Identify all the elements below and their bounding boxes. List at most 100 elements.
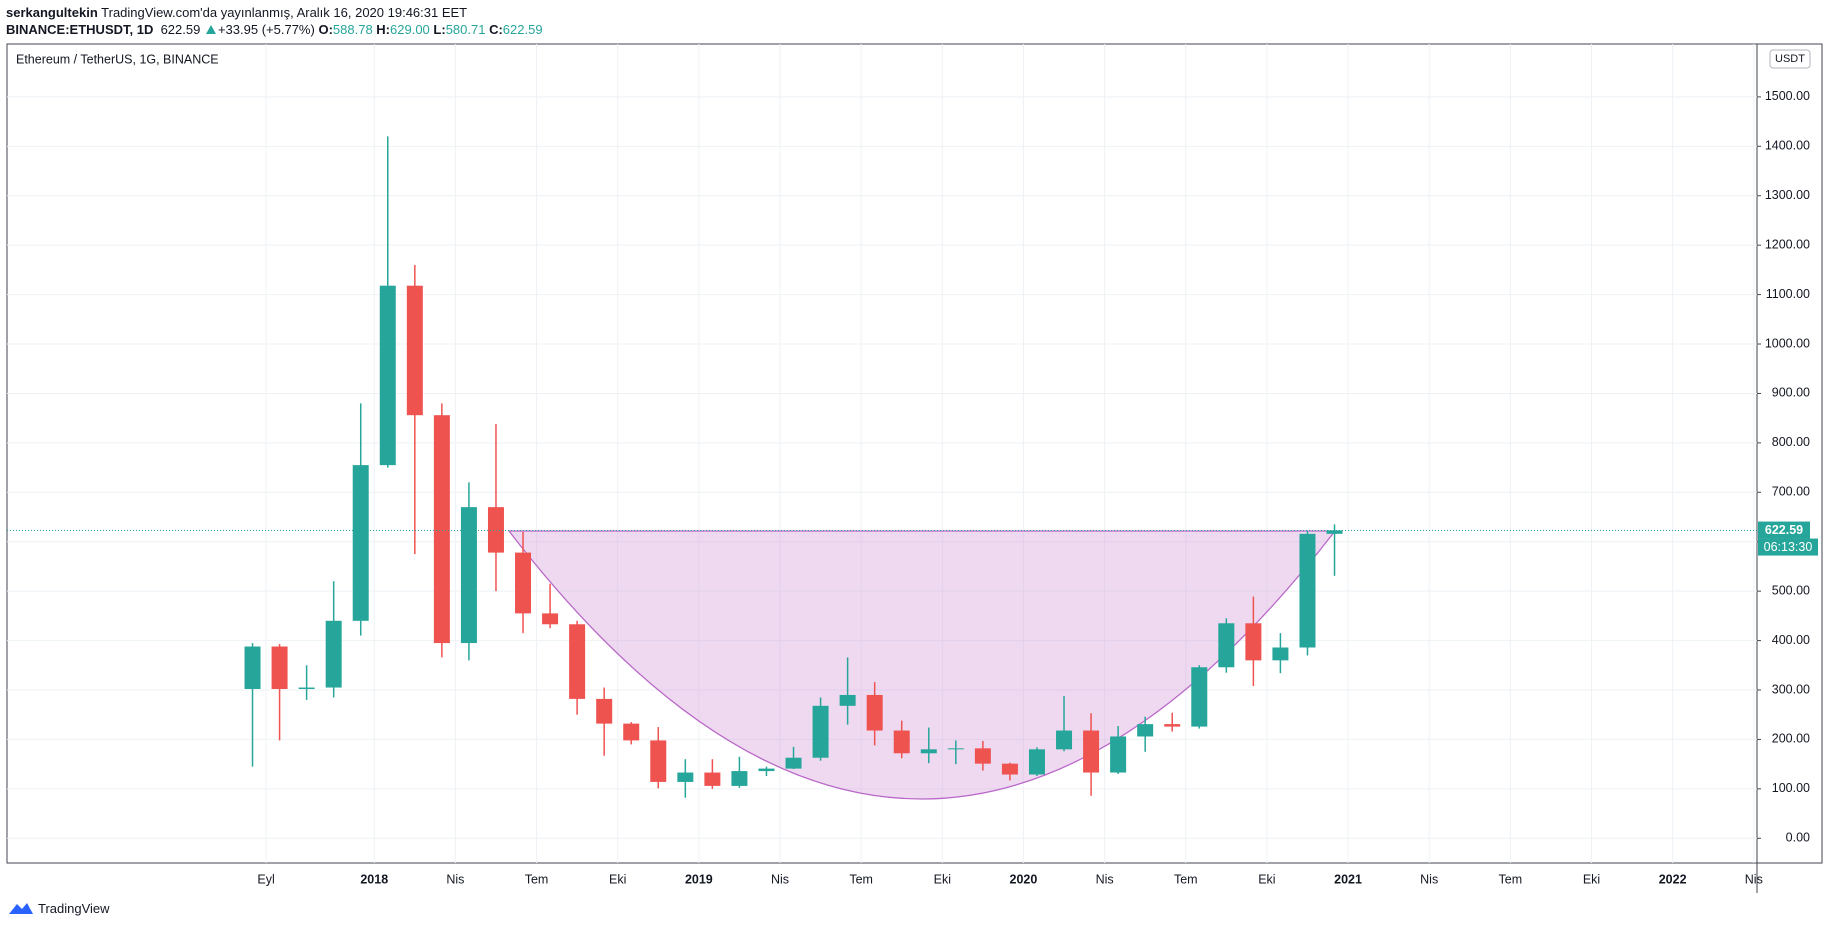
- footer: TradingView: [8, 900, 110, 916]
- x-tick-label: 2018: [360, 872, 388, 886]
- candle-body: [1326, 530, 1343, 534]
- candle-body: [677, 772, 694, 782]
- c-value: 622.59: [502, 22, 543, 37]
- o-label: O:: [318, 22, 333, 37]
- currency-badge: [1769, 49, 1811, 69]
- x-tick-label: Eki: [1258, 872, 1275, 886]
- x-tick-label: Nis: [1096, 872, 1114, 886]
- candle-body: [379, 285, 396, 466]
- countdown-box: [1758, 538, 1818, 556]
- published: TradingView.com'da yayınlanmış, Aralık 1…: [101, 5, 468, 20]
- c-label: C:: [489, 22, 503, 37]
- candle-body: [515, 552, 532, 614]
- y-tick-label: 100.00: [1772, 781, 1810, 795]
- candle-body: [785, 757, 802, 769]
- x-tick-label: 2020: [1010, 872, 1038, 886]
- candle-body: [1245, 623, 1262, 661]
- symbol: BINANCE:ETHUSDT, 1D: [6, 22, 154, 37]
- y-tick-label: 200.00: [1772, 732, 1810, 746]
- candle-body: [1272, 647, 1289, 661]
- y-tick-label: 1300.00: [1765, 188, 1810, 202]
- countdown: 06:13:30: [1764, 540, 1813, 554]
- x-tick-label: 2019: [685, 872, 713, 886]
- price: 622.59: [160, 22, 201, 37]
- y-tick-label: 800.00: [1772, 435, 1810, 449]
- candle-body: [812, 705, 829, 758]
- last-price-label: 622.59: [1765, 523, 1803, 537]
- x-tick-label: Nis: [1745, 872, 1763, 886]
- x-tick-label: 2022: [1659, 872, 1687, 886]
- x-tick-label: Eki: [1583, 872, 1600, 886]
- x-tick-label: Eki: [609, 872, 626, 886]
- candle-body: [487, 507, 504, 553]
- candle-body: [1299, 533, 1316, 648]
- l-value: 580.71: [445, 22, 486, 37]
- candle-body: [866, 694, 883, 731]
- y-tick-label: 0.00: [1786, 831, 1810, 845]
- candle-body: [406, 285, 423, 416]
- last-price-box: [1758, 521, 1810, 539]
- header-line-2: BINANCE:ETHUSDT, 1D 622.59 +33.95 (+5.77…: [6, 21, 543, 38]
- candle-body: [1164, 724, 1181, 727]
- candle-body: [298, 687, 315, 690]
- candle-body: [758, 768, 775, 772]
- candle-body: [1028, 749, 1045, 775]
- candle-body: [1001, 763, 1018, 775]
- x-tick-label: Nis: [1420, 872, 1438, 886]
- legend: Ethereum / TetherUS, 1G, BINANCE: [16, 52, 219, 66]
- candle-body: [433, 415, 450, 644]
- y-tick-label: 1400.00: [1765, 139, 1810, 153]
- currency: USDT: [1775, 53, 1805, 65]
- candle-body: [704, 772, 721, 786]
- y-tick-label: 300.00: [1772, 682, 1810, 696]
- x-tick-label: Eki: [934, 872, 951, 886]
- change: +33.95 (+5.77%): [217, 22, 315, 37]
- logo: [9, 903, 33, 914]
- candle-body: [569, 624, 586, 699]
- candle-body: [920, 749, 937, 754]
- candle-body: [460, 507, 477, 644]
- candle-body: [650, 740, 667, 782]
- header: serkangultekin TradingView.com'da yayınl…: [6, 4, 543, 38]
- candle-body: [974, 748, 991, 764]
- header-line-1: serkangultekin TradingView.com'da yayınl…: [6, 4, 543, 21]
- chart-frame: [6, 43, 1823, 864]
- candle-body: [1137, 724, 1154, 737]
- x-tick-label: Tem: [525, 872, 549, 886]
- y-tick-label: 1200.00: [1765, 237, 1810, 251]
- candle-body: [1083, 730, 1100, 773]
- candle-body: [623, 723, 640, 741]
- x-tick-label: Eyl: [257, 872, 274, 886]
- y-tick-label: 1100.00: [1766, 287, 1810, 301]
- y-tick-label: 900.00: [1772, 386, 1810, 400]
- x-tick-label: Nis: [446, 872, 464, 886]
- y-tick-label: 1500.00: [1765, 89, 1810, 103]
- brand: TradingView: [38, 900, 110, 916]
- candle-body: [947, 748, 964, 750]
- grid: [7, 44, 1757, 863]
- candle-body: [731, 771, 748, 786]
- l-label: L:: [433, 22, 446, 37]
- x-tick-label: Tem: [1174, 872, 1198, 886]
- candle-body: [352, 465, 369, 621]
- x-tick-label: Nis: [771, 872, 789, 886]
- y-tick-label: 500.00: [1772, 583, 1810, 597]
- author: serkangultekin: [6, 5, 98, 20]
- x-tick-label: Tem: [849, 872, 873, 886]
- y-tick-label: 700.00: [1772, 485, 1810, 499]
- h-label: H:: [376, 22, 391, 37]
- y-tick-label: 400.00: [1772, 633, 1810, 647]
- candle-body: [244, 646, 261, 690]
- candle-body: [1110, 736, 1127, 773]
- candle-body: [1191, 667, 1208, 727]
- x-tick-label: 2021: [1334, 872, 1362, 886]
- candle-body: [271, 646, 288, 690]
- candle-body: [325, 620, 342, 688]
- h-value: 629.00: [390, 22, 430, 37]
- candle-body: [1218, 623, 1235, 668]
- candle-body: [542, 613, 559, 625]
- cup-drawing: [507, 530, 1337, 800]
- candle-body: [596, 698, 613, 724]
